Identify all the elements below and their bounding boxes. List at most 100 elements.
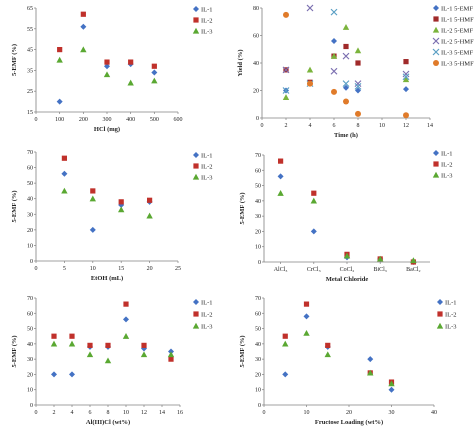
y-tick-label: 30 xyxy=(255,357,261,363)
legend-label: IL-2 xyxy=(201,18,213,25)
data-point xyxy=(355,87,361,94)
y-axis-label: 5-EMF (%) xyxy=(239,335,246,367)
legend-marker xyxy=(432,26,440,33)
legend-marker xyxy=(433,161,439,167)
legend-label: IL-2 xyxy=(441,162,453,169)
y-tick-label: 70 xyxy=(27,150,33,156)
data-point xyxy=(168,356,174,362)
data-point xyxy=(282,333,288,339)
data-point xyxy=(69,371,75,378)
x-tick-label: 16 xyxy=(177,410,183,416)
x-tick-label: 0 xyxy=(35,410,38,416)
data-point xyxy=(103,71,111,78)
y-tick-label: 0 xyxy=(256,116,259,122)
data-point xyxy=(61,187,68,194)
data-point xyxy=(122,333,130,339)
data-point xyxy=(342,24,350,30)
y-tick-label: 50 xyxy=(255,184,261,190)
chart-time: 0 20 40 60 80 0 2 4 6 8 10 12 14 Time (h) Yield (%) IL-… xyxy=(237,4,474,139)
data-point xyxy=(127,79,134,86)
y-tick-label: 30 xyxy=(27,212,33,218)
data-point xyxy=(151,69,158,76)
data-point xyxy=(367,356,374,363)
x-tick-label: 30 xyxy=(389,410,395,416)
data-point xyxy=(343,43,349,50)
data-point xyxy=(89,195,96,202)
data-point xyxy=(306,4,314,12)
data-point xyxy=(410,257,417,264)
data-point xyxy=(283,11,289,18)
data-point xyxy=(140,351,148,358)
data-point xyxy=(354,82,362,90)
x-tick-label: 6 xyxy=(89,410,92,416)
y-axis-label: 5-EMF (%) xyxy=(11,44,18,76)
legend-marker xyxy=(433,16,439,22)
data-point xyxy=(307,80,313,87)
x-tick-label: 200 xyxy=(79,117,88,123)
legend-marker xyxy=(193,311,199,317)
legend-marker xyxy=(436,322,444,329)
x-tick-label: 600 xyxy=(174,117,183,123)
data-point xyxy=(87,342,93,348)
legend-marker xyxy=(193,163,199,169)
y-tick-label: 0 xyxy=(30,259,33,265)
data-point xyxy=(343,252,351,259)
chart-al: 0 10 20 30 40 50 60 70 0 2 4 6 8 10 12 14 16 Al(III)Cl (w… xyxy=(11,296,213,426)
x-tick-label: 100 xyxy=(55,117,64,123)
legend-label: IL-1 5-EMF xyxy=(441,6,473,13)
legend-marker xyxy=(437,311,443,317)
legend-label: IL-1 xyxy=(201,153,213,160)
data-point xyxy=(342,52,350,60)
y-tick-label: 20 xyxy=(27,372,33,378)
data-point xyxy=(147,197,153,203)
legend-label: IL-2 xyxy=(201,164,213,171)
y-tick-label: 70 xyxy=(255,153,261,159)
y-tick-label: 40 xyxy=(255,342,261,348)
data-point xyxy=(69,333,75,339)
y-tick-label: 60 xyxy=(27,311,33,317)
y-tick-label: 10 xyxy=(27,243,33,249)
chart-metal: 0 10 20 30 40 50 60 70 AlCl₃ CrCl₃ CoCl₂ BiCl₃ BaCl₂… xyxy=(239,150,453,283)
x-tick-label: BaCl₂ xyxy=(406,267,420,273)
data-point xyxy=(303,313,310,320)
y-tick-label: 10 xyxy=(255,388,261,394)
legend-marker xyxy=(433,60,439,66)
data-point xyxy=(343,98,349,105)
y-tick-label: 40 xyxy=(27,197,33,203)
data-point xyxy=(151,63,157,69)
data-point xyxy=(306,66,314,73)
x-tick-label: 10 xyxy=(90,266,96,272)
x-tick-label: 300 xyxy=(103,117,112,123)
data-point xyxy=(277,173,284,180)
data-point xyxy=(310,197,317,204)
data-point xyxy=(330,67,338,75)
data-point xyxy=(402,76,410,83)
y-tick-label: 20 xyxy=(27,228,33,234)
x-tick-label: 14 xyxy=(427,123,433,129)
y-tick-label: 60 xyxy=(27,166,33,172)
data-point xyxy=(282,94,290,100)
data-point xyxy=(57,47,63,53)
data-point xyxy=(403,59,409,65)
x-axis-label: Time (h) xyxy=(334,132,358,139)
x-tick-label: CrCl₃ xyxy=(307,267,321,273)
legend-marker xyxy=(433,150,439,156)
x-tick-label: 10 xyxy=(304,410,310,416)
y-tick-label: 30 xyxy=(255,214,261,220)
x-tick-label: 14 xyxy=(159,410,165,416)
legend-label: IL-1 xyxy=(201,7,213,14)
data-point xyxy=(402,70,410,78)
y-tick-label: 0 xyxy=(258,260,261,266)
y-tick-label: 65 xyxy=(27,6,33,12)
y-tick-label: 60 xyxy=(253,34,259,40)
x-tick-label: 25 xyxy=(175,266,181,272)
y-tick-label: 40 xyxy=(27,342,33,348)
legend-marker xyxy=(432,37,440,45)
data-point xyxy=(68,340,76,347)
y-tick-label: 15 xyxy=(27,110,33,116)
x-tick-label: 20 xyxy=(147,266,153,272)
data-point xyxy=(282,371,289,378)
y-tick-label: 40 xyxy=(255,199,261,205)
data-point xyxy=(105,342,111,348)
data-point xyxy=(282,340,289,347)
